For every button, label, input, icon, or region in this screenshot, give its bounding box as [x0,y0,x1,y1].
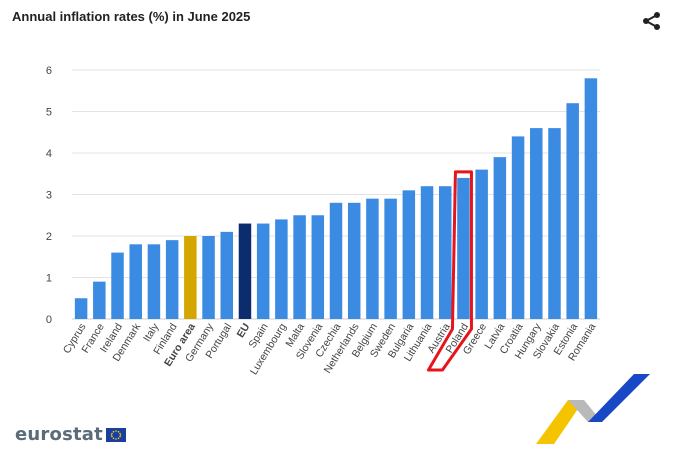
eu-flag-icon [105,427,126,442]
bar[interactable] [184,236,197,319]
bar[interactable] [548,128,561,319]
bar[interactable] [384,198,397,319]
bar[interactable] [293,215,306,319]
logo-text: eurostat [15,424,103,445]
bar[interactable] [275,219,288,319]
bar[interactable] [566,103,579,319]
bar[interactable] [329,202,343,319]
y-tick-label: 6 [46,65,52,77]
y-tick-label: 3 [46,190,52,202]
bar[interactable] [311,215,325,319]
bar[interactable] [347,202,361,319]
bar[interactable] [584,78,598,319]
bar[interactable] [256,223,270,319]
share-icon[interactable] [640,10,664,34]
bar[interactable] [475,169,488,319]
chart-title: Annual inflation rates (%) in June 2025 [12,9,251,24]
bar[interactable] [202,236,215,319]
swoosh-icon [536,374,650,444]
bar[interactable] [93,281,106,319]
bar[interactable] [530,128,543,319]
bar[interactable] [129,244,142,319]
bar[interactable] [238,223,252,319]
bar[interactable] [147,244,161,319]
bar[interactable] [74,298,88,319]
y-tick-label: 4 [46,148,52,160]
bar[interactable] [111,252,124,319]
bar[interactable] [420,186,434,319]
bar[interactable] [220,231,234,319]
bar[interactable] [366,198,379,319]
y-tick-label: 1 [46,273,52,285]
bar[interactable] [457,177,470,319]
bar[interactable] [438,186,452,319]
bar[interactable] [493,157,507,319]
bar[interactable] [511,136,525,319]
y-tick-label: 2 [46,231,52,243]
bar[interactable] [165,240,179,319]
y-tick-label: 0 [46,314,52,326]
y-tick-label: 5 [46,107,52,119]
highlight-box [426,170,473,372]
bar[interactable] [402,190,416,319]
eurostat-logo: eurostat [15,424,126,445]
